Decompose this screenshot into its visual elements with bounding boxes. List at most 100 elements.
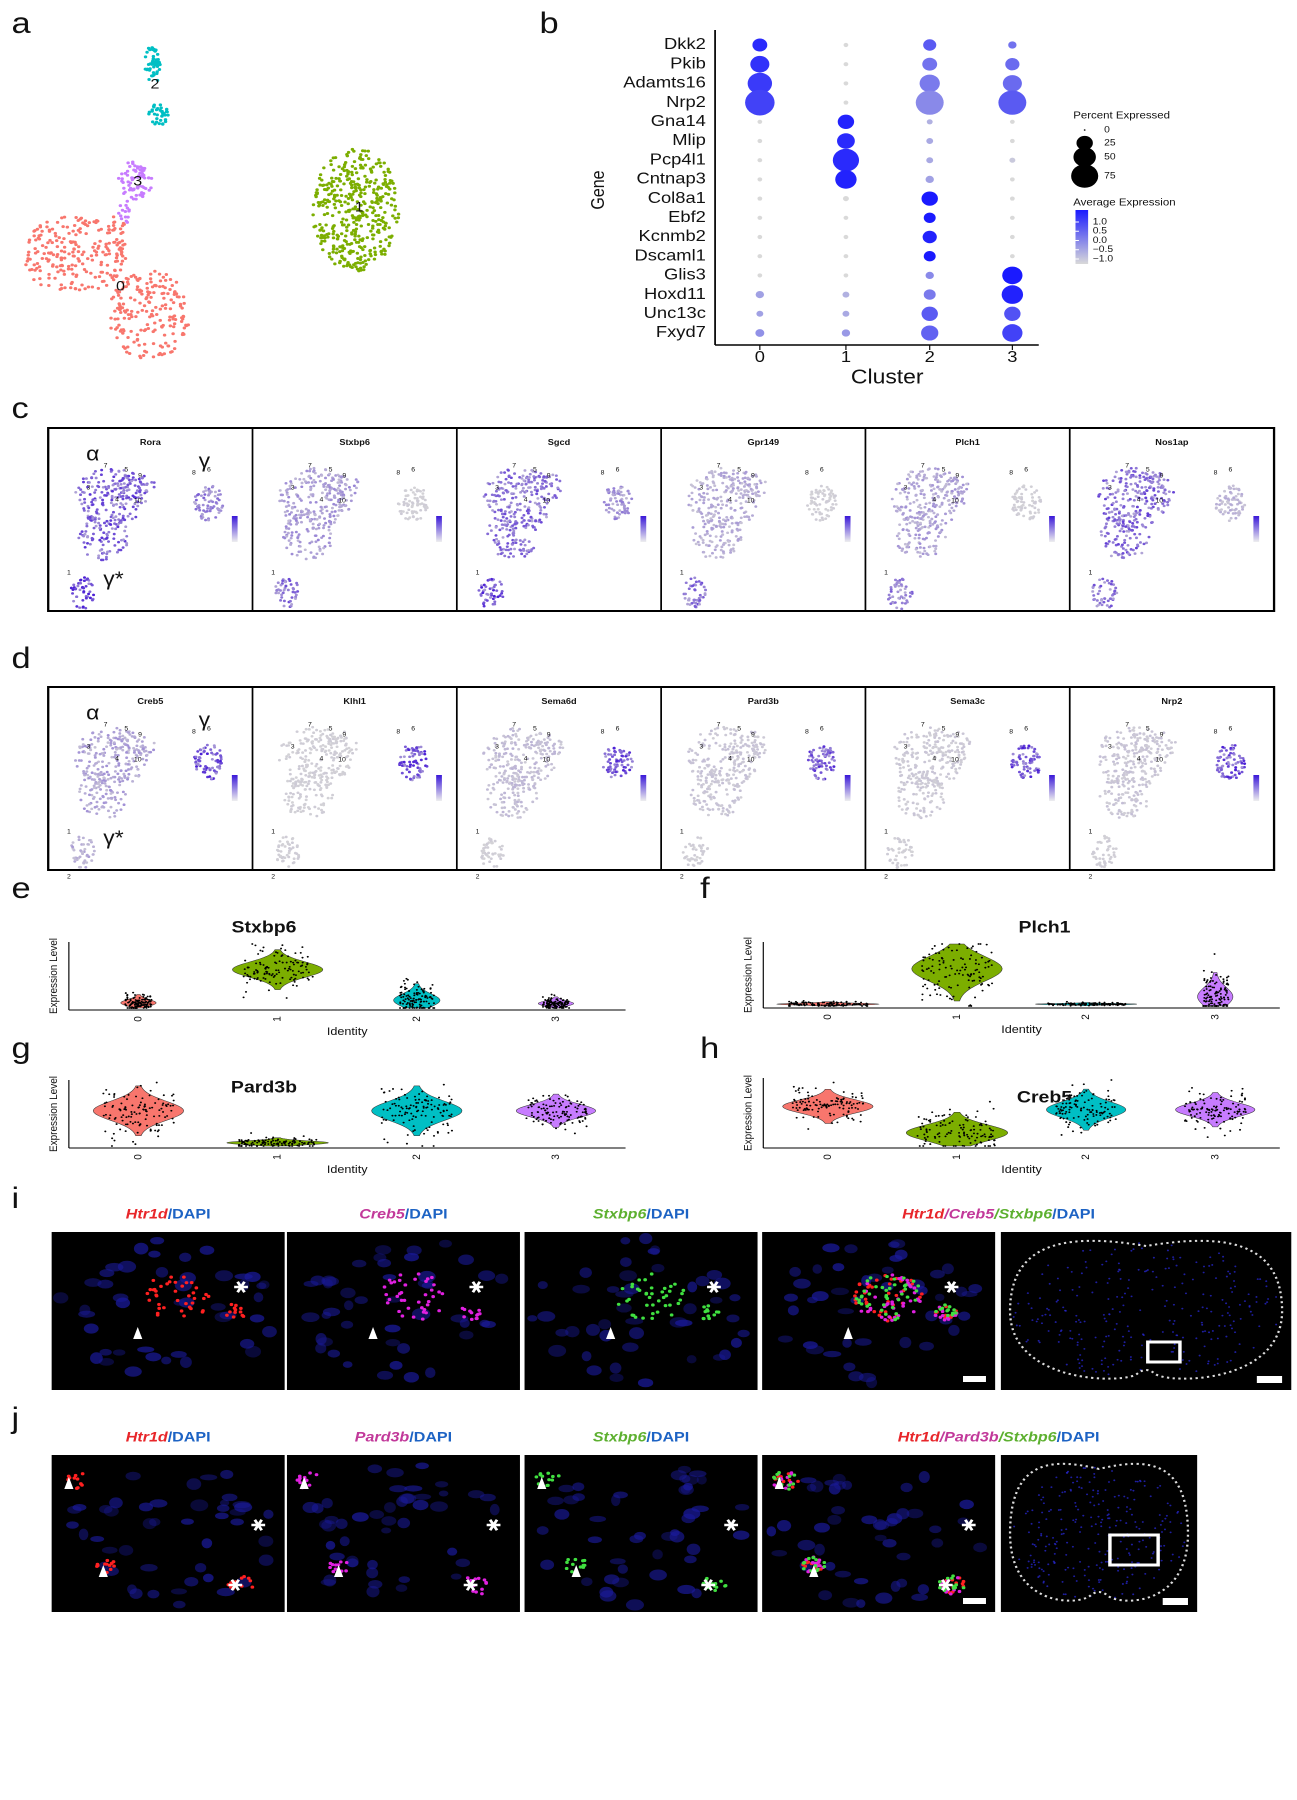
feature-point	[932, 545, 935, 548]
feature-point	[524, 526, 527, 529]
feature-point	[404, 489, 407, 492]
feature-point	[423, 505, 426, 508]
feature-point	[695, 543, 698, 546]
feature-point	[519, 543, 522, 546]
umap-point	[166, 114, 169, 117]
feature-point	[923, 496, 926, 499]
feature-point	[1119, 504, 1122, 507]
feature-point	[713, 513, 716, 516]
umap-point	[169, 324, 172, 327]
feature-point	[281, 860, 284, 863]
feature-point	[943, 497, 946, 500]
feature-point	[410, 489, 413, 492]
umap-point	[123, 347, 126, 350]
umap-point	[107, 242, 110, 245]
feature-point	[132, 506, 135, 509]
umap-point	[152, 291, 155, 294]
feature-point	[1140, 493, 1143, 496]
feature-point	[113, 812, 116, 815]
feature-point	[214, 516, 217, 519]
feature-point	[1241, 508, 1244, 511]
feature-point	[626, 507, 629, 510]
feature-point	[532, 771, 535, 774]
umap-point	[325, 188, 328, 191]
umap-point	[97, 245, 100, 248]
umap-point	[164, 303, 167, 306]
feature-point	[118, 732, 121, 735]
feature-point	[509, 753, 512, 756]
feature-point	[421, 492, 424, 495]
feature-point	[613, 747, 616, 750]
umap-point	[126, 281, 129, 284]
feature-point	[1098, 590, 1101, 593]
feature-point	[292, 793, 295, 796]
feature-point	[418, 754, 421, 757]
feature-point	[486, 842, 489, 845]
feature-point	[921, 526, 924, 529]
umap-point	[331, 251, 334, 254]
feature-point	[511, 814, 514, 817]
feature-point	[294, 477, 297, 480]
feature-point	[211, 767, 214, 770]
feature-point	[117, 523, 120, 526]
dot	[757, 197, 762, 201]
feature-point	[698, 599, 701, 602]
umap-point	[343, 239, 346, 242]
umap-point	[142, 354, 145, 357]
feature-point	[344, 504, 347, 507]
feature-point	[1113, 518, 1116, 521]
feature-point	[1138, 533, 1141, 536]
feature-point	[77, 486, 80, 489]
dot	[1010, 197, 1015, 201]
feature-point	[117, 764, 120, 767]
feature-point	[503, 797, 506, 800]
feature-point	[1104, 512, 1107, 515]
umap-point	[144, 55, 147, 58]
feature-point	[319, 773, 322, 776]
feature-point	[329, 740, 332, 743]
feature-point	[1031, 496, 1034, 499]
feature-point	[1136, 521, 1139, 524]
feature-point	[89, 493, 92, 496]
feature-point	[557, 753, 560, 756]
feature-point	[312, 510, 315, 513]
feature-point	[285, 482, 288, 485]
feature-point	[86, 767, 89, 770]
feature-point	[82, 507, 85, 510]
feature-point	[944, 513, 947, 516]
feature-point	[932, 505, 935, 508]
feature-point	[107, 797, 110, 800]
feature-point	[114, 515, 117, 518]
feature-point	[551, 474, 554, 477]
feature-point	[1140, 552, 1143, 555]
umap-point	[160, 115, 163, 118]
feature-point	[87, 507, 90, 510]
feature-point	[294, 783, 297, 786]
umap-point	[121, 244, 124, 247]
feature-point	[342, 739, 345, 742]
umap-point	[109, 274, 112, 277]
feature-point	[505, 489, 508, 492]
feature-point	[83, 579, 86, 582]
feature-point	[91, 771, 94, 774]
umap-point	[383, 253, 386, 256]
feature-point	[318, 516, 321, 519]
feature-point	[538, 476, 541, 479]
umap-point	[324, 223, 327, 226]
feature-point	[332, 742, 335, 745]
feature-point	[356, 481, 359, 484]
feature-point	[525, 746, 528, 749]
feature-point	[122, 486, 125, 489]
feature-point	[1102, 601, 1105, 604]
feature-point	[295, 776, 298, 779]
feature-point	[107, 734, 110, 737]
feature-point	[1144, 526, 1147, 529]
colorbar-label: −1.0	[1093, 254, 1113, 264]
feature-point	[304, 755, 307, 758]
feature-point	[689, 577, 692, 580]
feature-point	[311, 481, 314, 484]
annotation: γ	[199, 450, 211, 472]
umap-point	[332, 248, 335, 251]
feature-point	[709, 540, 712, 543]
dot	[916, 90, 944, 114]
